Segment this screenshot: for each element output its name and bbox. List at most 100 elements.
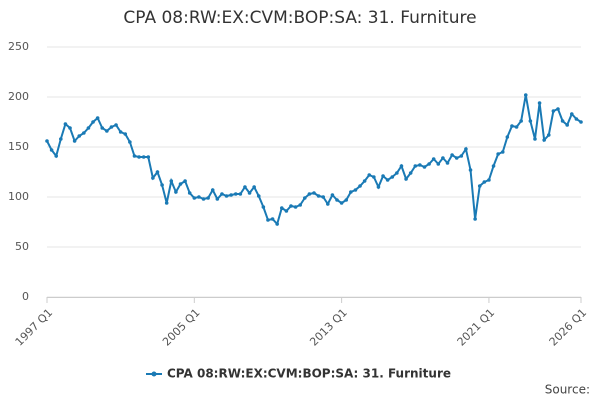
point bbox=[450, 153, 454, 157]
point bbox=[59, 137, 63, 141]
point bbox=[284, 209, 289, 213]
point bbox=[266, 218, 270, 222]
point bbox=[201, 197, 206, 201]
point bbox=[54, 154, 59, 158]
point bbox=[289, 204, 293, 208]
y-tick-label: 200 bbox=[8, 90, 29, 103]
x-tick-label: 2013 Q1 bbox=[307, 306, 350, 349]
point bbox=[224, 194, 229, 198]
point bbox=[353, 188, 358, 192]
point bbox=[252, 185, 256, 189]
point bbox=[141, 155, 146, 159]
point bbox=[105, 129, 109, 133]
point bbox=[49, 148, 54, 152]
point bbox=[473, 217, 477, 221]
point bbox=[243, 185, 247, 189]
point bbox=[169, 179, 174, 183]
point bbox=[542, 138, 546, 142]
point bbox=[279, 206, 284, 210]
point bbox=[408, 171, 413, 175]
point bbox=[151, 176, 155, 180]
point bbox=[560, 119, 565, 123]
x-tick-label: 2005 Q1 bbox=[160, 306, 203, 349]
point bbox=[395, 171, 399, 175]
point bbox=[183, 179, 187, 183]
point bbox=[551, 109, 556, 113]
point bbox=[376, 185, 381, 189]
legend-marker bbox=[151, 371, 157, 377]
point bbox=[164, 201, 169, 205]
chart-title: CPA 08:RW:EX:CVM:BOP:SA: 31. Furniture bbox=[123, 8, 476, 28]
x-tick-label: 2026 Q1 bbox=[547, 306, 590, 349]
point bbox=[556, 107, 560, 111]
point bbox=[339, 201, 344, 205]
point bbox=[358, 184, 362, 188]
y-tick-label: 150 bbox=[8, 140, 29, 153]
point bbox=[385, 178, 390, 182]
point bbox=[302, 196, 307, 200]
point bbox=[574, 117, 579, 121]
point bbox=[298, 203, 302, 207]
point bbox=[482, 180, 487, 184]
point bbox=[118, 130, 123, 134]
y-tick-label: 0 bbox=[22, 290, 29, 303]
point bbox=[160, 183, 164, 187]
point bbox=[362, 179, 367, 183]
point bbox=[330, 193, 335, 197]
point bbox=[349, 190, 353, 194]
point bbox=[261, 205, 266, 209]
point bbox=[390, 175, 395, 179]
point bbox=[215, 197, 220, 201]
point bbox=[86, 126, 91, 130]
point bbox=[477, 184, 482, 188]
y-tick-label: 50 bbox=[15, 240, 29, 253]
point bbox=[445, 161, 450, 165]
point bbox=[326, 202, 330, 206]
point bbox=[68, 126, 72, 130]
point bbox=[381, 174, 385, 178]
point bbox=[399, 164, 404, 168]
point bbox=[546, 133, 551, 137]
point bbox=[220, 192, 224, 196]
point bbox=[82, 131, 86, 135]
point bbox=[100, 126, 105, 130]
point bbox=[372, 175, 376, 179]
point bbox=[569, 112, 574, 116]
point bbox=[91, 120, 95, 124]
point bbox=[192, 196, 197, 200]
point bbox=[187, 191, 192, 195]
point bbox=[523, 93, 528, 97]
y-tick-label: 100 bbox=[8, 190, 29, 203]
point bbox=[321, 195, 326, 199]
point bbox=[312, 191, 316, 195]
line bbox=[46, 94, 582, 226]
point bbox=[128, 140, 132, 144]
point bbox=[533, 137, 537, 141]
point bbox=[344, 198, 349, 202]
point bbox=[229, 193, 233, 197]
point bbox=[63, 122, 68, 126]
point bbox=[307, 192, 312, 196]
point bbox=[238, 192, 243, 196]
point bbox=[132, 154, 137, 158]
point bbox=[174, 190, 178, 194]
point bbox=[146, 155, 151, 159]
point bbox=[519, 119, 523, 123]
y-tick-label: 250 bbox=[8, 40, 29, 53]
point bbox=[45, 139, 49, 143]
x-tick-label: 1997 Q1 bbox=[13, 306, 56, 349]
point bbox=[155, 170, 160, 174]
point bbox=[565, 123, 569, 127]
point bbox=[178, 182, 183, 186]
point bbox=[210, 188, 215, 192]
point bbox=[206, 196, 210, 200]
point bbox=[233, 192, 238, 196]
point bbox=[293, 205, 298, 209]
point bbox=[579, 120, 583, 124]
point bbox=[95, 116, 100, 120]
point bbox=[514, 125, 519, 129]
point bbox=[431, 157, 436, 161]
point bbox=[454, 156, 459, 160]
point bbox=[316, 194, 321, 198]
